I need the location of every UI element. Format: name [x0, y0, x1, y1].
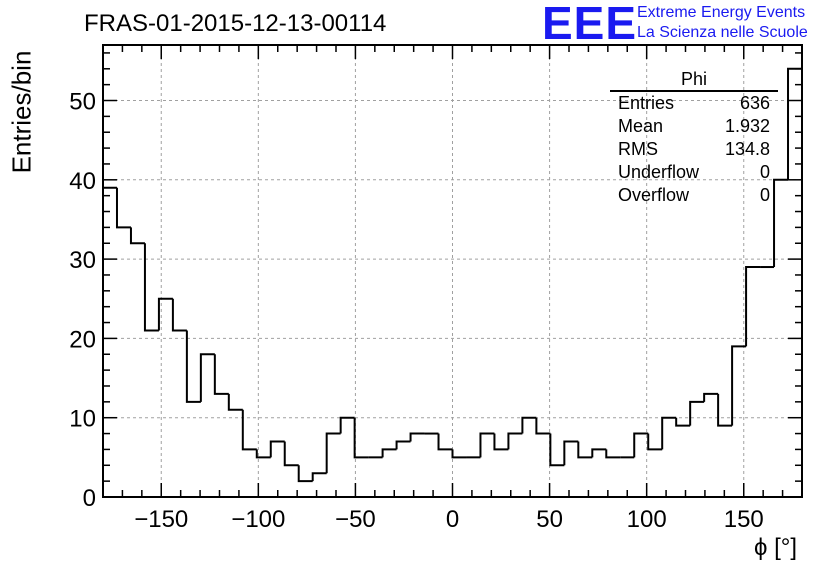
histogram-bin [199, 353, 215, 402]
histogram-bin [157, 297, 173, 331]
stats-label: Entries [618, 93, 675, 113]
histogram-bin [325, 432, 341, 474]
histogram-bin [703, 392, 719, 402]
histogram-bin [241, 409, 257, 451]
grid-lines [103, 45, 802, 497]
histogram-bin [773, 178, 789, 268]
histogram-bin [591, 448, 607, 458]
x-tick-label: −150 [134, 506, 188, 533]
axis-tick-labels: −150 −100 −50 0 50 100 150 0 10 20 30 40 50 [69, 89, 763, 533]
histogram-bin [381, 448, 397, 458]
stats-label: RMS [618, 139, 658, 159]
histogram-bin [213, 354, 229, 395]
histogram-bin [437, 433, 453, 451]
histogram-bin [745, 266, 761, 347]
logo-line-1: Extreme Energy Events [637, 4, 806, 21]
stats-row-overflow: Overflow 0 [610, 184, 778, 207]
stats-value: 134.8 [724, 139, 770, 159]
y-tick-label: 40 [69, 168, 96, 195]
histogram-bin [647, 433, 663, 451]
histogram-bin [409, 432, 425, 442]
stats-row-rms: RMS 134.8 [610, 138, 778, 161]
logo-line-2: La Scienza nelle Scuole [637, 24, 808, 41]
histogram-bin [549, 433, 565, 467]
histogram-bin [185, 330, 201, 403]
x-tick-label: 100 [627, 506, 667, 533]
x-tick-label: 150 [724, 506, 764, 533]
y-tick-label: 20 [69, 326, 96, 353]
stats-title: Phi [610, 68, 778, 92]
histogram-bin [479, 432, 495, 458]
histogram-bin [605, 449, 621, 459]
x-tick-label: −50 [335, 506, 376, 533]
stats-label: Underflow [618, 162, 700, 182]
stats-value: 0 [759, 185, 770, 205]
histogram-bin [577, 441, 593, 459]
histogram-bin [507, 432, 523, 450]
histogram-bin [731, 345, 747, 426]
chart-title: FRAS-01-2015-12-13-00114 [84, 10, 387, 37]
x-tick-label: 0 [446, 506, 459, 533]
histogram-bin [787, 67, 803, 497]
histogram-bin [521, 416, 537, 434]
histogram-bin [535, 417, 551, 435]
y-axis-label: Entries/bin [6, 50, 37, 174]
histogram-bin [451, 449, 467, 459]
histogram-bin [661, 416, 677, 450]
eee-logo: EEE [542, 0, 638, 49]
histogram-bin [255, 449, 271, 459]
histogram-bin [717, 393, 733, 427]
stats-box: Phi Entries 636 Mean 1.932 RMS 134.8 Und… [610, 68, 778, 207]
histogram-bin [339, 416, 355, 434]
stats-row-mean: Mean 1.932 [610, 115, 778, 138]
histogram-bin [311, 472, 327, 482]
histogram-bin [171, 298, 187, 332]
axis-ticks [103, 45, 802, 498]
histogram-bin [563, 440, 579, 466]
histogram-bin [395, 440, 411, 450]
y-tick-label: 0 [83, 485, 96, 512]
histogram-bin [143, 243, 159, 332]
x-tick-label: −100 [231, 506, 285, 533]
histogram-bin [269, 440, 285, 458]
histogram-bin [227, 393, 243, 411]
stats-row-underflow: Underflow 0 [610, 161, 778, 184]
stats-value: 0 [759, 162, 770, 182]
stats-row-entries: Entries 636 [610, 92, 778, 115]
y-tick-label: 50 [69, 89, 96, 116]
stats-value: 1.932 [724, 116, 770, 136]
stats-value: 636 [739, 93, 770, 113]
y-tick-label: 10 [69, 406, 96, 433]
histogram-bin [675, 417, 691, 427]
stats-label: Mean [618, 116, 664, 136]
histogram-bin [297, 465, 313, 483]
histogram-bin [283, 441, 299, 467]
histogram-bin [129, 227, 145, 245]
y-tick-label: 30 [69, 247, 96, 274]
histogram-bin [353, 417, 369, 459]
histogram-bin [115, 187, 131, 229]
histogram-bin [633, 432, 649, 458]
x-tick-label: 50 [536, 506, 563, 533]
stats-label: Overflow [618, 185, 690, 205]
histogram-bin [102, 186, 117, 497]
x-axis-label: ϕ [°] [754, 534, 798, 561]
histogram-bin [689, 400, 705, 426]
histogram-bin [493, 433, 509, 451]
